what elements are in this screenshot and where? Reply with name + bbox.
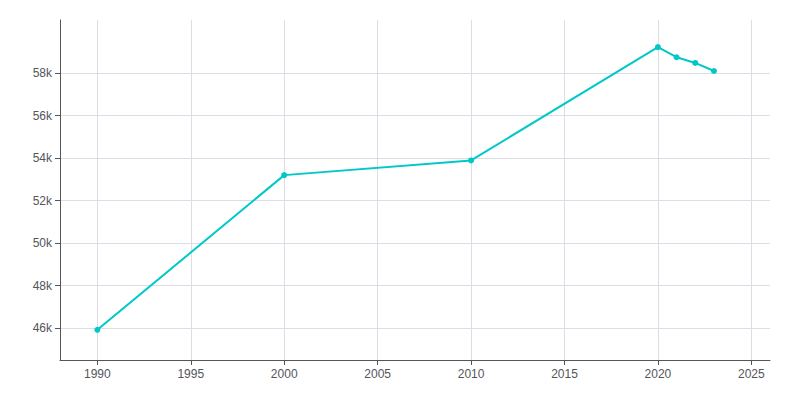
svg-text:54k: 54k (33, 151, 53, 165)
svg-text:2015: 2015 (551, 367, 578, 381)
svg-text:1990: 1990 (84, 367, 111, 381)
svg-text:2000: 2000 (271, 367, 298, 381)
svg-text:2010: 2010 (458, 367, 485, 381)
svg-text:2025: 2025 (738, 367, 765, 381)
svg-text:46k: 46k (33, 321, 53, 335)
svg-text:1995: 1995 (177, 367, 204, 381)
svg-text:56k: 56k (33, 109, 53, 123)
svg-text:58k: 58k (33, 66, 53, 80)
svg-text:52k: 52k (33, 194, 53, 208)
svg-text:2005: 2005 (364, 367, 391, 381)
svg-text:50k: 50k (33, 236, 53, 250)
svg-text:48k: 48k (33, 279, 53, 293)
svg-text:2020: 2020 (645, 367, 672, 381)
